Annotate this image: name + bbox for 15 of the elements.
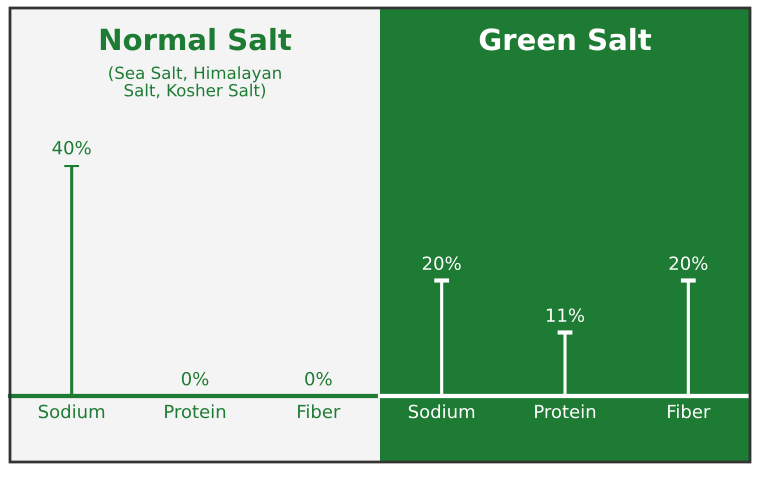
x-tick-label: Sodium (408, 404, 474, 418)
x-tick-label: Protein (165, 404, 226, 418)
data-label: 20% (422, 256, 461, 270)
chart-title: Normal Salt (100, 28, 292, 50)
chart-title: Green Salt (480, 28, 652, 50)
x-tick-label: Protein (535, 404, 596, 418)
data-label: 11% (546, 308, 584, 322)
x-tick-label: Sodium (38, 404, 104, 418)
chart-subtitle: (Sea Salt, Himalayan Salt, Kosher Salt) (109, 66, 281, 98)
data-label: 20% (670, 256, 708, 270)
x-tick-label: Fiber (668, 404, 710, 418)
data-label: 40% (52, 140, 91, 155)
data-label: 0% (182, 372, 208, 386)
data-label: 0% (305, 372, 332, 386)
x-tick-label: Fiber (298, 404, 340, 418)
